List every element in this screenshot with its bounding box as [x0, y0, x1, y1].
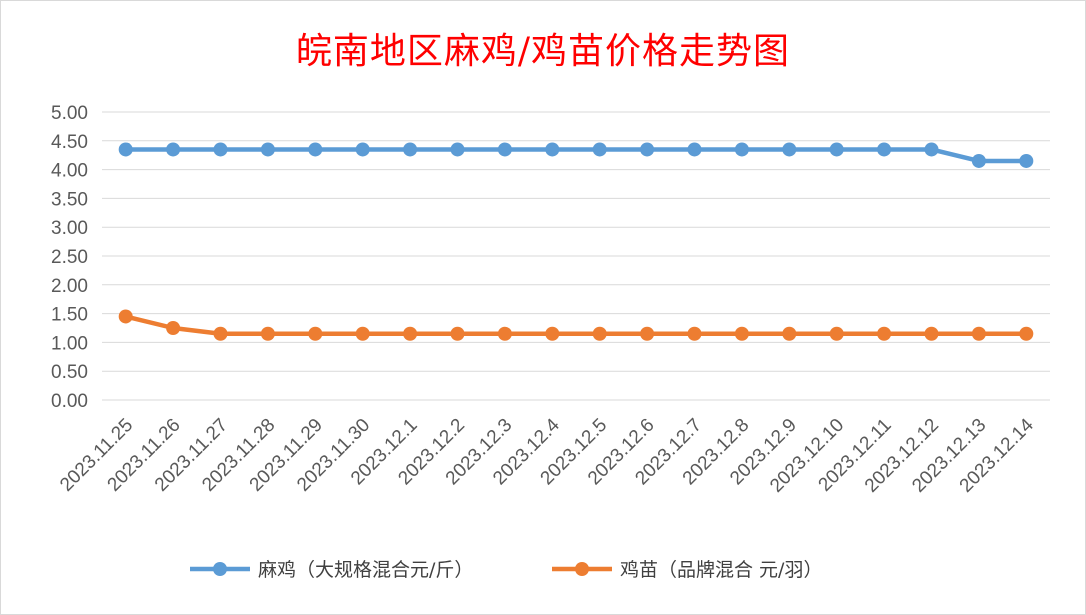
- y-tick-label: 1.00: [51, 333, 88, 354]
- data-point: [782, 142, 797, 157]
- chart-title: 皖南地区麻鸡/鸡苗价格走势图: [295, 31, 791, 72]
- data-point: [1019, 326, 1034, 341]
- data-point: [592, 142, 607, 157]
- legend-swatch-marker: [213, 562, 227, 576]
- y-tick-label: 4.00: [51, 161, 88, 182]
- y-tick-label: 2.00: [51, 276, 88, 297]
- gridlines: [102, 111, 1050, 401]
- legend-swatch-marker: [575, 562, 589, 576]
- data-point: [545, 142, 560, 157]
- data-point: [924, 142, 939, 157]
- series-lines: [118, 142, 1034, 341]
- data-point: [260, 326, 275, 341]
- y-tick-label: 2.50: [51, 247, 88, 268]
- data-point: [260, 142, 275, 157]
- data-point: [734, 326, 749, 341]
- data-point: [118, 142, 133, 157]
- data-point: [829, 142, 844, 157]
- y-tick-label: 3.50: [51, 189, 88, 210]
- y-tick-label: 3.00: [51, 218, 88, 239]
- data-point: [497, 142, 512, 157]
- data-point: [308, 142, 323, 157]
- data-point: [213, 142, 228, 157]
- y-tick-label: 1.50: [51, 305, 88, 326]
- legend-label: 鸡苗（品牌混合 元/羽）: [620, 559, 822, 581]
- data-point: [640, 326, 655, 341]
- data-point: [166, 321, 181, 335]
- data-point: [545, 326, 560, 341]
- data-point: [592, 326, 607, 341]
- data-point: [1019, 153, 1034, 168]
- series-line: [123, 147, 1029, 164]
- legend-item: 鸡苗（品牌混合 元/羽）: [552, 559, 822, 581]
- data-point: [403, 326, 418, 341]
- series-line: [123, 314, 1029, 337]
- data-point: [355, 326, 370, 341]
- data-point: [118, 309, 133, 324]
- series-1: [118, 142, 1034, 168]
- legend-label: 麻鸡（大规格混合元/斤）: [258, 559, 473, 581]
- data-point: [640, 142, 655, 157]
- data-point: [734, 142, 749, 157]
- data-point: [355, 142, 370, 157]
- legend-item: 麻鸡（大规格混合元/斤）: [190, 559, 473, 581]
- data-point: [877, 142, 892, 157]
- data-point: [687, 142, 702, 157]
- y-tick-label: 5.00: [51, 103, 88, 124]
- data-point: [450, 142, 465, 157]
- y-tick-label: 0.50: [51, 362, 88, 383]
- data-point: [497, 326, 512, 341]
- data-point: [213, 326, 228, 341]
- data-point: [924, 326, 939, 341]
- data-point: [308, 326, 323, 341]
- x-axis-ticks: 2023.11.252023.11.262023.11.272023.11.28…: [56, 414, 1038, 496]
- data-point: [971, 153, 986, 168]
- y-tick-label: 0.00: [51, 391, 88, 412]
- data-point: [829, 326, 844, 341]
- data-point: [450, 326, 465, 341]
- data-point: [687, 326, 702, 341]
- y-tick-label: 4.50: [51, 132, 88, 153]
- series-2: [118, 309, 1034, 341]
- data-point: [971, 326, 986, 341]
- y-axis-ticks: 0.00 0.50 1.00 1.50 2.00 2.50 3.00 3.50 4.00 4.50…: [51, 103, 88, 412]
- data-point: [166, 142, 181, 157]
- data-point: [782, 326, 797, 341]
- legend: 麻鸡（大规格混合元/斤） 鸡苗（品牌混合 元/羽）: [190, 559, 822, 581]
- data-point: [403, 142, 418, 157]
- data-point: [877, 326, 892, 341]
